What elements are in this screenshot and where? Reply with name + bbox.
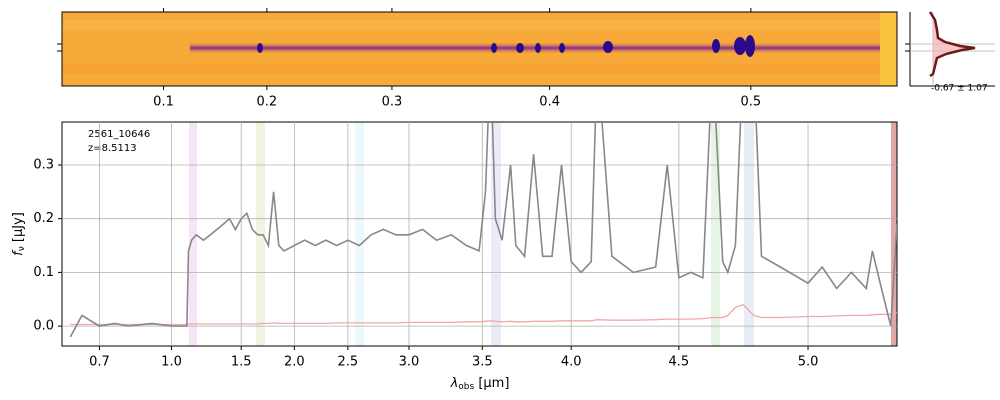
y-label-part: [μJy]: [11, 212, 26, 246]
series-group: [69, 122, 897, 338]
spectrum-2d: [57, 11, 898, 87]
x-tick-label: 4.5: [669, 355, 690, 370]
inset-profile: -0.67 ± 1.07: [905, 11, 995, 94]
x-tick-label: 2.5: [338, 355, 359, 370]
annotation: 2561_10646: [88, 129, 150, 140]
spectrum-line: [69, 122, 897, 338]
x-tick-label: 3.5: [472, 355, 493, 370]
y-label-part: ν: [17, 246, 27, 251]
x-label-part: λ: [450, 376, 459, 391]
annotation: z=8.5113: [88, 143, 137, 154]
line-bands: [189, 122, 897, 346]
x-tick-label: 2.0: [284, 355, 305, 370]
top-tick-label: 0.4: [539, 95, 560, 110]
top-tick-label: 0.3: [382, 95, 403, 110]
spectrum-line: [70, 303, 897, 326]
x-label-part: [μm]: [474, 376, 509, 391]
x-tick-label: 4.0: [561, 355, 582, 370]
x-tick-label: 1.5: [231, 355, 252, 370]
top-tick-label: 0.5: [741, 95, 762, 110]
y-axis-label: fν [μJy]: [11, 212, 27, 256]
inset-label: -0.67 ± 1.07: [931, 84, 988, 94]
y-tick-label: 0.2: [33, 211, 54, 226]
x-axis-label: λobs [μm]: [450, 376, 510, 392]
x-tick-label: 3.0: [399, 355, 420, 370]
top-tick-label: 0.1: [153, 95, 174, 110]
x-label-part: obs: [458, 382, 474, 392]
y-label-part: f: [11, 249, 26, 256]
top-tick-label: 0.2: [257, 95, 278, 110]
x-tick-label: 1.0: [161, 355, 182, 370]
x-tick-label: 0.7: [89, 355, 110, 370]
y-tick-label: 0.0: [33, 319, 54, 334]
x-tick-label: 5.0: [798, 355, 819, 370]
y-tick-label: 0.3: [33, 157, 54, 172]
y-tick-label: 0.1: [33, 265, 54, 280]
